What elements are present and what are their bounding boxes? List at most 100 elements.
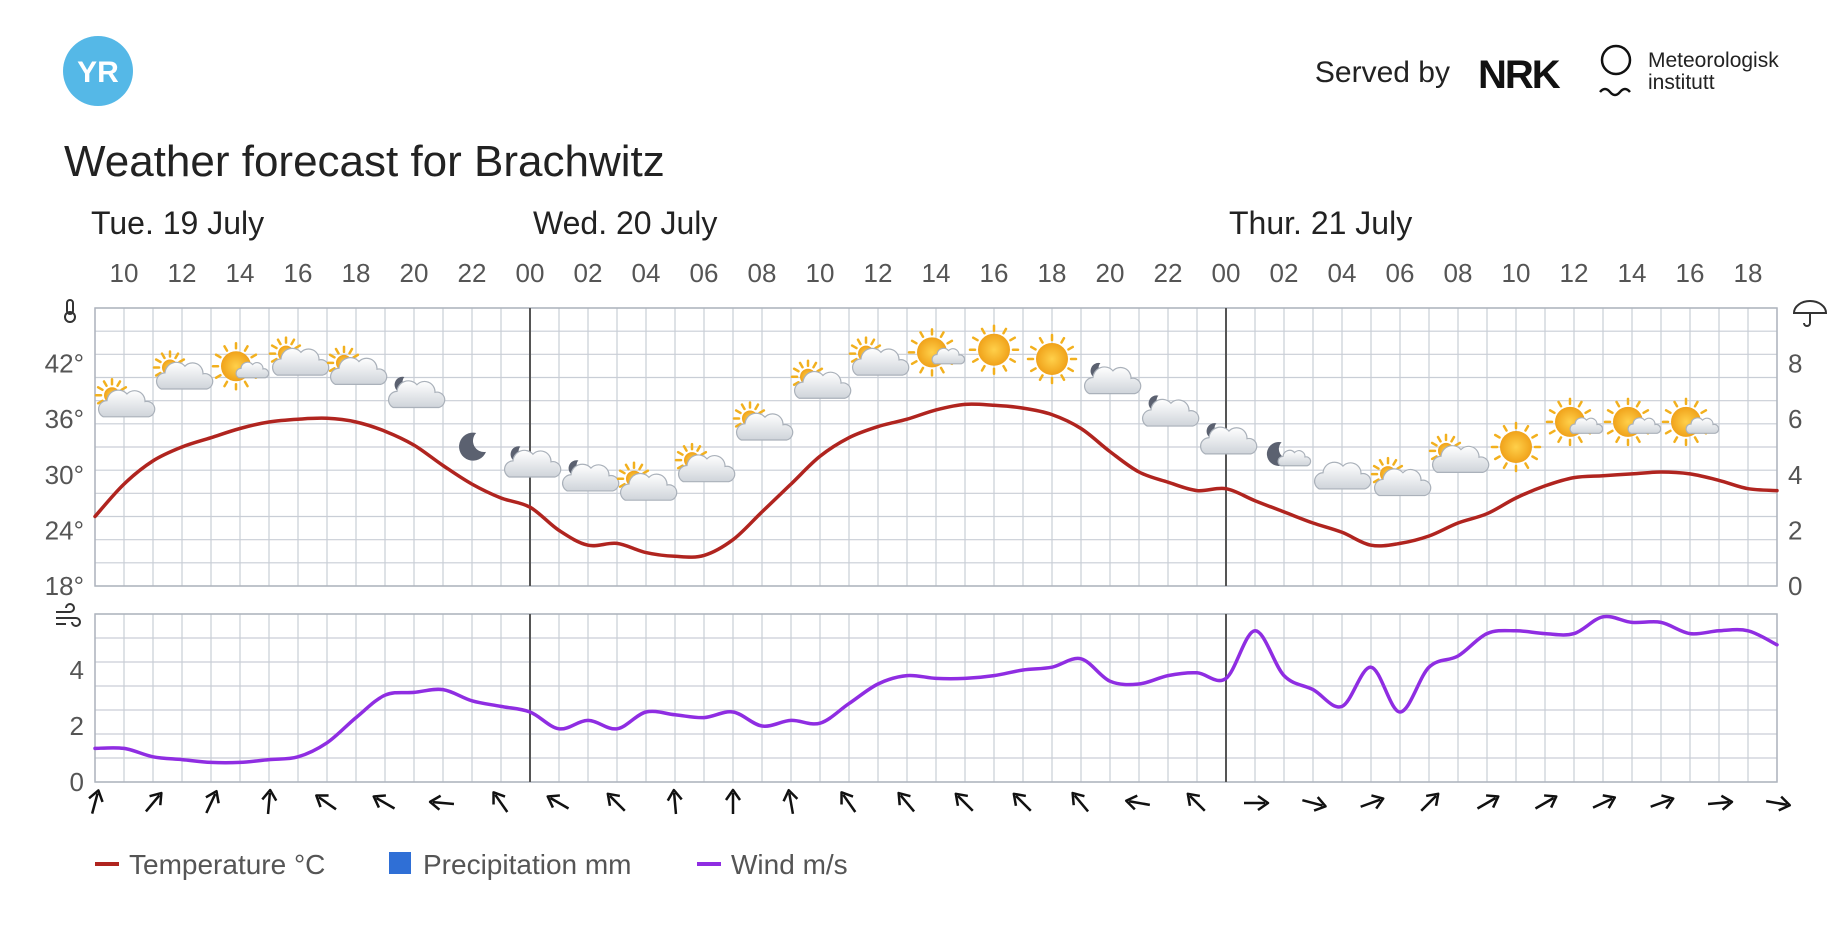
precipitation-y-axis: 0 2 4 6 8 [1788,349,1802,601]
wind-arrow-icon [666,788,683,815]
wind-arrow-head [1124,794,1138,811]
wind-arrow-shaft [1534,796,1555,810]
wind-arrow-shaft [144,794,161,813]
sun-ray [1615,400,1621,408]
wind-arrow-icon [1765,795,1792,812]
sun-ray [1531,455,1539,461]
sun-ray [1060,374,1066,382]
legend: Temperature °C Precipitation mm Wind m/s [95,849,848,880]
sun-ray [734,422,742,428]
wind-arrow-head [1485,794,1500,809]
hour-tick-label: 08 [748,258,777,288]
legend-item-label: Temperature °C [129,849,325,880]
wind-arrow-head [1425,792,1440,807]
wind-arrow-head [315,794,329,808]
sun-ray [120,386,128,392]
sun-ray [223,345,229,352]
sun-ray [1060,336,1066,344]
cloud-shape [1313,461,1372,490]
sun-ray [682,445,688,452]
sun-ray [874,344,882,350]
wind-arrow-head [261,788,278,802]
sun-ray [1577,436,1583,444]
wind-arrow-head [372,794,387,809]
hour-tick-label: 18 [1734,258,1763,288]
sun-ray [870,338,876,346]
moon-shape [459,432,486,461]
wind-arrow-head [840,791,854,805]
wind-arrow-shaft [1360,798,1381,808]
wind-arrow-shaft [609,795,626,812]
temperature-grid [94,307,1778,587]
umbrella-icon [1792,300,1828,327]
wind-arrow-icon [1534,794,1558,810]
wind-arrow-shaft [205,793,217,814]
sun-ray [96,386,104,392]
sun-ray [1642,409,1650,415]
wind-arrow-head [724,788,742,801]
sun-ray [214,373,222,379]
sun-ray [1450,435,1456,443]
wind-arrow-head [1602,794,1617,809]
temperature-tick-label: 24° [45,515,84,545]
partly-cloudy-day-icon [1428,433,1490,473]
hour-tick-label: 14 [1618,258,1647,288]
sun-disc [1500,431,1532,463]
wind-arrow-icon [315,794,337,811]
sun-ray [270,357,278,363]
wind-arrow-icon [1707,794,1734,811]
met-logo[interactable]: Meteorologisk institutt [1599,44,1779,97]
sun-ray [642,469,650,475]
sun-ray [1378,458,1384,466]
hour-tick-label: 00 [516,258,545,288]
wind-arrow-shaft [1128,800,1151,807]
sun-ray [290,338,296,346]
hour-tick-label: 04 [632,258,661,288]
sun-ray [638,463,644,471]
yr-logo[interactable]: YR [63,36,133,106]
sun-ray [624,463,630,471]
partly-cloudy-night-icon [561,460,620,492]
sun-ray [740,403,746,411]
temperature-tick-label: 30° [45,460,84,490]
partly-cloudy-day-icon [1370,456,1432,497]
sun-ray [980,364,986,372]
hour-tick-label: 16 [284,258,313,288]
wind-arrow-icon [782,788,799,815]
sun-disc [1036,342,1068,375]
hour-tick-label: 14 [922,258,951,288]
wind-tick-label: 2 [70,711,84,741]
wind-direction-arrows [88,788,1792,815]
fair-day-icon [907,328,966,377]
sun-ray [939,366,945,374]
legend-item-label: Precipitation mm [423,849,632,880]
sun-ray [1584,409,1592,415]
cloud-shape [1141,398,1200,427]
sun-ray [348,347,354,355]
wind-arrow-icon [840,791,857,813]
sun-ray [1635,436,1641,444]
day-label: Tue. 19 July [91,205,264,241]
sun-ray [1673,436,1679,444]
sun-ray [700,450,708,456]
wind-arrow-icon [205,789,220,814]
sun-ray [1700,409,1708,415]
wind-arrow-shaft [375,796,396,810]
wind-arrow-shaft [1073,794,1090,813]
thermometer-icon [64,299,76,323]
sun-ray [754,403,760,411]
sun-ray [1548,429,1556,435]
sun-ray [1029,367,1037,373]
cloud-shape [1083,366,1142,395]
wind-arrow-shaft [1476,796,1497,810]
sun-ray [1067,367,1075,373]
sun-ray [1038,374,1044,382]
wind-arrow-head [1186,792,1201,807]
sun-ray [919,366,925,374]
hour-tick-label: 16 [1676,258,1705,288]
wind-arrow-shaft [899,794,916,813]
sun-ray [160,352,166,360]
sun-ray [850,344,858,350]
nrk-logo[interactable]: NRK [1478,53,1563,97]
